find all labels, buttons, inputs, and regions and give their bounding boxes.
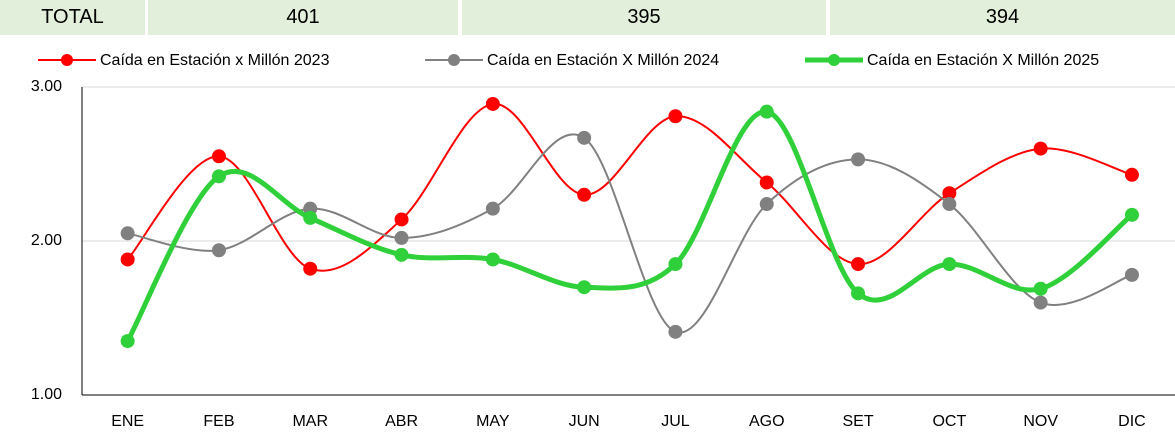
legend-marker xyxy=(61,54,73,66)
data-point xyxy=(577,280,592,295)
data-point xyxy=(1124,267,1139,282)
data-point xyxy=(1033,141,1048,156)
total-label: TOTAL xyxy=(0,0,145,35)
data-point xyxy=(759,197,774,212)
legend-marker xyxy=(828,54,840,66)
x-tick-label: ENE xyxy=(111,413,144,430)
data-point xyxy=(303,210,318,225)
data-point xyxy=(942,197,957,212)
data-point xyxy=(942,186,957,201)
data-point xyxy=(851,152,866,167)
data-point xyxy=(668,257,683,272)
data-point xyxy=(485,201,500,216)
y-tick-label: 3.00 xyxy=(31,78,62,95)
data-point xyxy=(1124,207,1139,222)
data-point xyxy=(211,169,226,184)
x-tick-label: MAY xyxy=(476,413,510,430)
x-tick-label: DIC xyxy=(1118,413,1146,430)
x-tick-label: JUN xyxy=(569,413,600,430)
y-tick-label: 2.00 xyxy=(31,232,62,249)
x-tick-label: FEB xyxy=(203,413,234,430)
data-point xyxy=(759,104,774,119)
legend-label: Caída en Estación X Millón 2025 xyxy=(867,52,1099,69)
total-value: 401 xyxy=(148,0,458,35)
data-point xyxy=(759,175,774,190)
x-tick-label: MAR xyxy=(292,413,328,430)
data-point xyxy=(851,286,866,301)
legend-label: Caída en Estación x Millón 2023 xyxy=(100,52,330,69)
data-point xyxy=(120,252,135,267)
x-tick-label: SET xyxy=(842,413,873,430)
data-point xyxy=(120,334,135,349)
x-tick-label: ABR xyxy=(385,413,418,430)
data-point xyxy=(211,243,226,258)
data-point xyxy=(1033,281,1048,296)
data-point xyxy=(1033,295,1048,310)
data-point xyxy=(577,187,592,202)
total-value: 394 xyxy=(830,0,1175,35)
total-value: 395 xyxy=(462,0,826,35)
x-tick-label: JUL xyxy=(661,413,690,430)
y-tick-label: 1.00 xyxy=(31,386,62,403)
series-line xyxy=(125,109,1134,343)
data-point xyxy=(485,96,500,111)
data-point xyxy=(394,230,409,245)
x-tick-label: NOV xyxy=(1023,413,1058,430)
x-tick-label: AGO xyxy=(749,413,785,430)
legend-marker xyxy=(448,54,460,66)
data-point xyxy=(120,226,135,241)
data-point xyxy=(485,252,500,267)
data-point xyxy=(851,257,866,272)
data-point xyxy=(668,109,683,124)
x-tick-label: OCT xyxy=(932,413,966,430)
data-point xyxy=(394,212,409,227)
data-point xyxy=(577,130,592,145)
data-point xyxy=(668,324,683,339)
series-line xyxy=(126,102,1133,272)
data-point xyxy=(1124,167,1139,182)
legend-label: Caída en Estación X Millón 2024 xyxy=(487,52,719,69)
data-point xyxy=(942,257,957,272)
data-point xyxy=(303,261,318,276)
data-point xyxy=(394,247,409,262)
data-point xyxy=(211,149,226,164)
